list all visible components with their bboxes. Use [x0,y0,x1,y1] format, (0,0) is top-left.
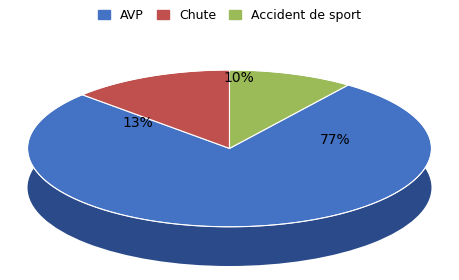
Ellipse shape [28,109,431,266]
Polygon shape [82,70,230,148]
Text: 13%: 13% [123,116,153,130]
Polygon shape [28,85,431,227]
Legend: AVP, Chute, Accident de sport: AVP, Chute, Accident de sport [98,9,361,22]
Text: 10%: 10% [224,71,254,85]
Text: 77%: 77% [320,133,350,147]
Polygon shape [230,70,348,148]
